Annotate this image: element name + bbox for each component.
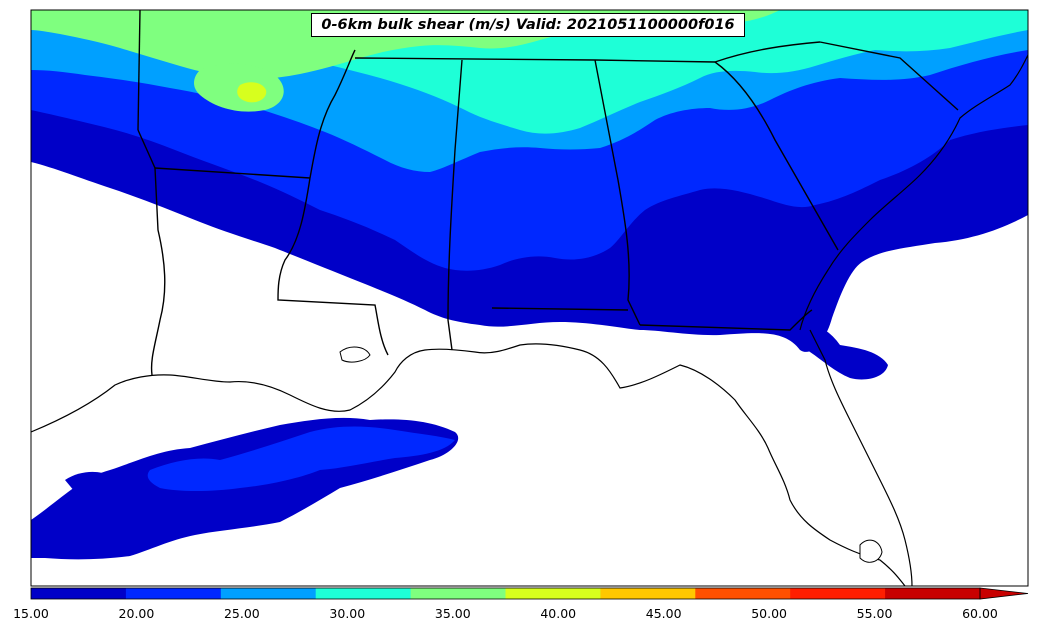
- border-tn-nc: [714, 41, 821, 63]
- colorbar-segment: [695, 588, 791, 599]
- colorbar-tick-label: 60.00: [962, 606, 998, 621]
- state-borders: [137, 10, 959, 376]
- colorbar-segment: [600, 588, 696, 599]
- colorbar-segment: [885, 588, 981, 599]
- colorbar-tick-label: 35.00: [434, 606, 471, 621]
- lake-okeechobee: [859, 539, 883, 563]
- border-nc-sc: [819, 41, 959, 111]
- colorbar-tick-label: 15.00: [13, 606, 49, 621]
- colorbar: [30, 587, 1029, 600]
- colorbar-tick-label: 25.00: [223, 606, 260, 621]
- coastline-florida-east: [809, 329, 913, 586]
- shear-band-15-20-florida: [794, 322, 888, 380]
- border-tx-la: [150, 167, 166, 376]
- map-frame: [30, 9, 1029, 587]
- border-la-ms: [277, 177, 389, 356]
- colorbar-segment: [220, 588, 317, 599]
- shear-band-20-25-gulf: [147, 426, 455, 491]
- lake-pontchartrain: [339, 346, 371, 363]
- border-al-ga: [594, 59, 641, 326]
- shear-band-40-45: [237, 82, 267, 103]
- coastline-atlantic: [799, 54, 1028, 331]
- colorbar-tick-label: 20.00: [118, 606, 155, 621]
- colorbar-frame: [30, 587, 981, 600]
- colorbar-tick-label: 55.00: [856, 606, 893, 621]
- shear-band-15-20-gulf-east: [65, 471, 110, 493]
- border-ms-al: [447, 59, 463, 351]
- border-ar-west: [137, 129, 156, 169]
- border-ga-sc: [714, 61, 839, 251]
- colorbar-tick-label: 45.00: [645, 606, 682, 621]
- coastline: [31, 343, 906, 586]
- border-al-fl: [491, 307, 629, 311]
- colorbar-segment: [410, 588, 506, 599]
- border-ms-river: [309, 49, 356, 179]
- colorbar-extend-arrow: [979, 587, 1029, 600]
- colorbar-segment: [315, 588, 412, 599]
- colorbar-segment: [505, 588, 601, 599]
- colorbar-segment: [790, 588, 886, 599]
- colorbar-segment: [125, 588, 222, 599]
- border-ar-la: [154, 167, 311, 179]
- colorbar-tick-label: 50.00: [751, 606, 788, 621]
- colorbar-tick-label: 40.00: [540, 606, 577, 621]
- map-title: 0-6km bulk shear (m/s) Valid: 2021051100…: [311, 13, 745, 37]
- border-ok-ar: [137, 10, 141, 131]
- colorbar-tick-label: 30.00: [329, 606, 366, 621]
- border-ga-fl: [639, 309, 813, 331]
- colorbar-segment: [31, 588, 127, 599]
